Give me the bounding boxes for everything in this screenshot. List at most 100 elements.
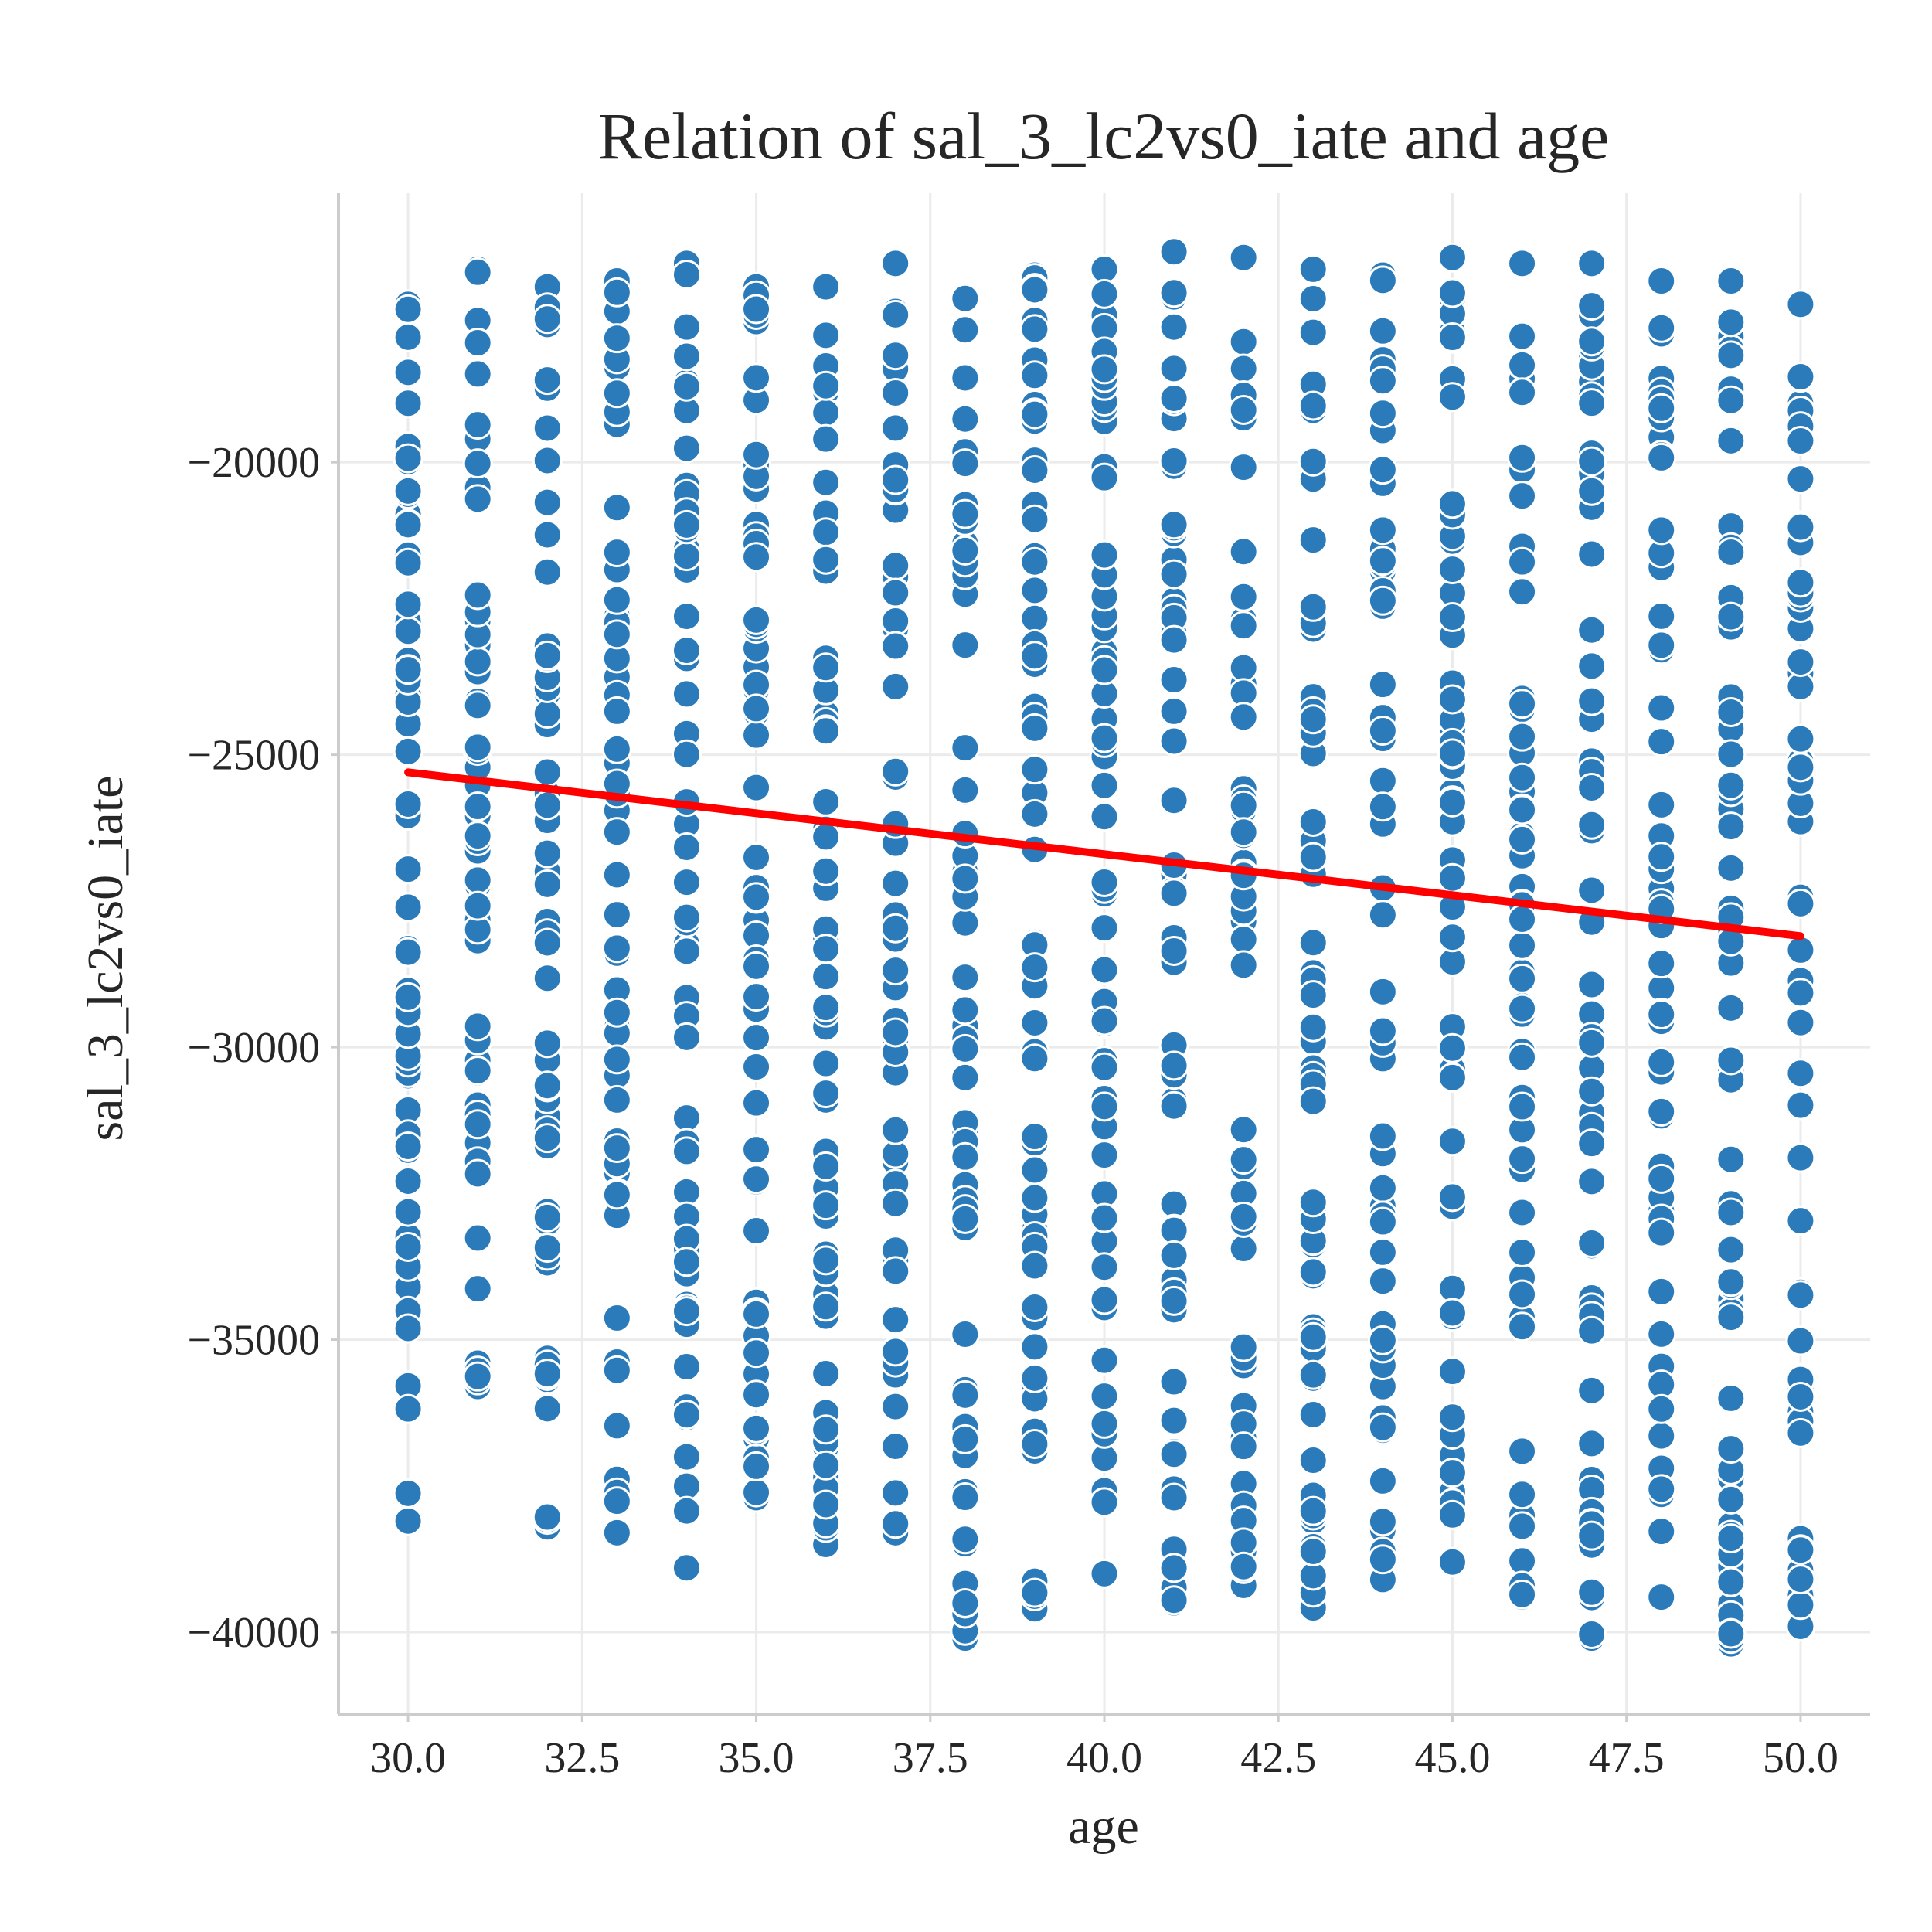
scatter-point bbox=[532, 413, 563, 444]
scatter-point bbox=[1158, 1585, 1189, 1616]
scatter-point bbox=[1507, 1042, 1538, 1073]
scatter-point bbox=[950, 630, 981, 661]
scatter-point bbox=[1019, 360, 1050, 391]
scatter-point bbox=[532, 1502, 563, 1532]
scatter-point bbox=[1507, 930, 1538, 961]
scatter-point bbox=[741, 362, 772, 393]
scatter-point bbox=[1507, 794, 1538, 825]
scatter-point bbox=[1507, 377, 1538, 408]
scatter-point bbox=[1019, 1291, 1050, 1322]
scatter-point bbox=[1577, 875, 1607, 906]
scatter-point bbox=[1716, 385, 1747, 416]
scatter-point bbox=[1507, 689, 1538, 719]
scatter-point bbox=[532, 556, 563, 587]
scatter-point bbox=[1158, 383, 1189, 413]
scatter-point bbox=[1716, 739, 1747, 770]
scatter-point bbox=[1367, 1172, 1398, 1203]
scatter-point bbox=[950, 403, 981, 434]
scatter-point bbox=[1367, 716, 1398, 747]
scatter-point bbox=[1228, 581, 1259, 612]
scatter-point bbox=[462, 1158, 493, 1189]
scatter-point bbox=[1158, 236, 1189, 267]
scatter-point bbox=[1577, 773, 1607, 804]
scatter-point bbox=[741, 693, 772, 724]
scatter-point bbox=[1158, 785, 1189, 816]
scatter-point bbox=[741, 439, 772, 470]
scatter-point bbox=[1646, 1046, 1677, 1077]
scatter-point bbox=[393, 388, 423, 419]
scatter-point bbox=[393, 443, 423, 474]
scatter-point bbox=[1089, 1140, 1120, 1171]
scatter-point bbox=[671, 1441, 702, 1472]
scatter-point bbox=[1367, 1325, 1398, 1355]
scatter-point bbox=[1646, 789, 1677, 820]
scatter-point bbox=[1785, 978, 1816, 1009]
scatter-point bbox=[1019, 641, 1050, 672]
scatter-point bbox=[1228, 452, 1259, 483]
scatter-point bbox=[1507, 993, 1538, 1024]
scatter-point bbox=[1646, 266, 1677, 297]
scatter-point bbox=[671, 433, 702, 464]
scatter-point bbox=[671, 371, 702, 402]
scatter-point bbox=[741, 1379, 772, 1410]
scatter-point bbox=[1646, 1163, 1677, 1194]
y-axis-label: sal_3_lc2vs0_iate bbox=[77, 776, 134, 1141]
scatter-point bbox=[462, 690, 493, 721]
scatter-point bbox=[1158, 878, 1189, 909]
scatter-point bbox=[532, 519, 563, 550]
scatter-point bbox=[1716, 1144, 1747, 1175]
scatter-point bbox=[880, 756, 911, 787]
scatter-point bbox=[1019, 798, 1050, 829]
scatter-point bbox=[880, 1509, 911, 1539]
scatter-point bbox=[1089, 913, 1120, 944]
scatter-point bbox=[1437, 684, 1468, 715]
scatter-point bbox=[1716, 536, 1747, 567]
scatter-point bbox=[811, 934, 842, 964]
scatter-point bbox=[880, 464, 911, 495]
scatter-point bbox=[1367, 265, 1398, 296]
scatter-point bbox=[1367, 900, 1398, 930]
scatter-point bbox=[741, 882, 772, 913]
scatter-point bbox=[1228, 1233, 1259, 1264]
scatter-point bbox=[532, 365, 563, 396]
scatter-point bbox=[1716, 992, 1747, 1023]
scatter-point bbox=[671, 1136, 702, 1167]
scatter-point bbox=[1577, 1128, 1607, 1159]
scatter-point bbox=[950, 1379, 981, 1410]
scatter-point bbox=[1437, 1062, 1468, 1093]
scatter-point bbox=[880, 248, 911, 279]
scatter-point bbox=[1577, 809, 1607, 840]
scatter-point bbox=[1298, 1445, 1328, 1476]
scatter-point bbox=[1019, 603, 1050, 634]
scatter-point bbox=[880, 1017, 911, 1048]
points-layer bbox=[393, 236, 1816, 1659]
scatter-point bbox=[601, 900, 632, 930]
scatter-point bbox=[1019, 952, 1050, 983]
scatter-point bbox=[1646, 1217, 1677, 1248]
scatter-point bbox=[1367, 1236, 1398, 1267]
scatter-point bbox=[601, 619, 632, 650]
scatter-point bbox=[1507, 1144, 1538, 1175]
scatter-point bbox=[1298, 1086, 1328, 1117]
scatter-point bbox=[811, 1291, 842, 1322]
scatter-point bbox=[880, 631, 911, 662]
scatter-point bbox=[1019, 399, 1050, 430]
scatter-point bbox=[880, 577, 911, 608]
scatter-point bbox=[532, 869, 563, 900]
scatter-point bbox=[1367, 1544, 1398, 1575]
scatter-point bbox=[1089, 1345, 1120, 1376]
scatter-point bbox=[1507, 349, 1538, 380]
scatter-point bbox=[393, 854, 423, 885]
scatter-point bbox=[1646, 948, 1677, 979]
scatter-point bbox=[1785, 1280, 1816, 1311]
scatter-point bbox=[671, 509, 702, 540]
scatter-point bbox=[1019, 1155, 1050, 1185]
scatter-point bbox=[1716, 1484, 1747, 1515]
scatter-point bbox=[1507, 1479, 1538, 1510]
scatter-point bbox=[1646, 600, 1677, 631]
scatter-point bbox=[880, 913, 911, 944]
scatter-point bbox=[1019, 1043, 1050, 1074]
x-tick-label: 47.5 bbox=[1589, 1734, 1665, 1782]
scatter-point bbox=[880, 1256, 911, 1287]
scatter-point bbox=[741, 719, 772, 750]
